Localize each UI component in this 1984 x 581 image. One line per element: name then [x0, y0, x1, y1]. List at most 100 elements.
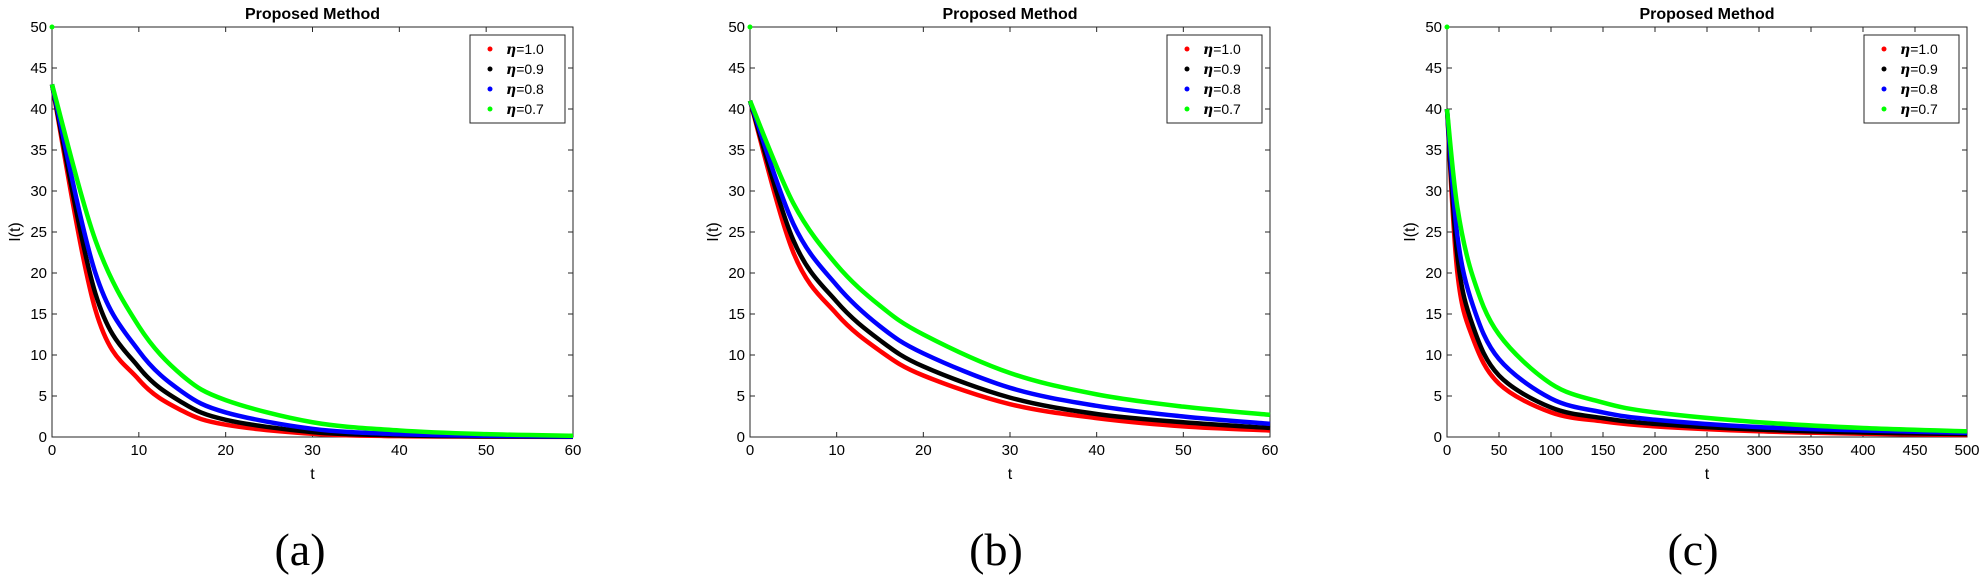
- x-tick-label: 500: [1954, 442, 1979, 459]
- x-tick-label: 40: [391, 442, 408, 459]
- legend-marker-2: [487, 66, 493, 72]
- y-tick-label: 45: [1425, 60, 1442, 77]
- panel-caption: (a): [274, 524, 325, 575]
- y-tick-label: 15: [728, 306, 745, 323]
- chart-panel-1: Proposed Method 0 10 20 30 40 50 60 0 5 10 15 20 25 30…: [7, 6, 581, 575]
- y-tick-label: 5: [737, 388, 745, 405]
- x-tick-label: 150: [1590, 442, 1615, 459]
- legend-marker-2: [1184, 66, 1190, 72]
- x-tick-label: 50: [478, 442, 495, 459]
- series-line-3: [747, 100, 1271, 427]
- initial-point-marker: [1444, 24, 1450, 30]
- chart-title: Proposed Method: [245, 6, 380, 23]
- y-tick-label: 40: [728, 101, 745, 118]
- legend-marker-1: [1881, 46, 1887, 52]
- y-tick-label: 10: [1425, 347, 1442, 364]
- x-tick-label: 50: [1175, 442, 1192, 459]
- y-tick-label: 0: [1434, 429, 1442, 446]
- x-axis-label: t: [1705, 466, 1710, 483]
- series-line-3: [1444, 108, 1968, 436]
- x-tick-label: 0: [48, 442, 56, 459]
- legend-entry-4: η=0.7: [1900, 101, 1938, 118]
- y-tick-label: 30: [30, 183, 47, 200]
- x-tick-label: 100: [1538, 442, 1563, 459]
- y-tick-label: 10: [30, 347, 47, 364]
- y-tick-label: 5: [39, 388, 47, 405]
- legend-entry-3: η=0.8: [506, 81, 544, 98]
- y-tick-label: 0: [737, 429, 745, 446]
- y-tick-label: 0: [39, 429, 47, 446]
- y-tick-label: 30: [1425, 183, 1442, 200]
- panel-caption: (b): [969, 524, 1023, 575]
- y-tick-label: 15: [1425, 306, 1442, 323]
- y-tick-label: 25: [728, 224, 745, 241]
- y-tick-label: 50: [1425, 19, 1442, 36]
- legend-marker-1: [487, 46, 493, 52]
- x-tick-label: 10: [828, 442, 845, 459]
- x-tick-label: 30: [304, 442, 321, 459]
- y-axis-label: I(t): [1402, 222, 1419, 242]
- initial-point-marker: [747, 24, 753, 30]
- chart-title: Proposed Method: [1639, 6, 1774, 23]
- legend-box: [1166, 34, 1263, 124]
- x-tick-label: 50: [1491, 442, 1508, 459]
- y-tick-label: 35: [1425, 142, 1442, 159]
- y-tick-label: 20: [30, 265, 47, 282]
- legend-entry-2: η=0.9: [1203, 61, 1241, 78]
- legend-entry-1: η=1.0: [1203, 41, 1241, 58]
- legend-entry-4: η=0.7: [506, 101, 544, 118]
- y-axis-label: I(t): [705, 222, 722, 242]
- legend: η=1.0 η=0.9 η=0.8 η=0.7: [1863, 34, 1960, 124]
- y-tick-label: 35: [728, 142, 745, 159]
- chart-title: Proposed Method: [942, 6, 1077, 23]
- x-tick-label: 40: [1088, 442, 1105, 459]
- y-tick-label: 50: [728, 19, 745, 36]
- legend-box: [1863, 34, 1960, 124]
- legend: η=1.0 η=0.9 η=0.8 η=0.7: [1166, 34, 1263, 124]
- y-tick-label: 35: [30, 142, 47, 159]
- legend-entry-2: η=0.9: [506, 61, 544, 78]
- x-tick-label: 400: [1850, 442, 1875, 459]
- x-tick-label: 300: [1746, 442, 1771, 459]
- series-line-4: [49, 83, 574, 439]
- x-tick-label: 60: [1262, 442, 1279, 459]
- x-tick-label: 20: [915, 442, 932, 459]
- legend-entry-2: η=0.9: [1900, 61, 1938, 78]
- legend-marker-2: [1881, 66, 1887, 72]
- y-tick-label: 25: [30, 224, 47, 241]
- y-tick-label: 30: [728, 183, 745, 200]
- y-tick-label: 25: [1425, 224, 1442, 241]
- x-tick-label: 60: [565, 442, 582, 459]
- legend-entry-3: η=0.8: [1203, 81, 1241, 98]
- y-tick-label: 15: [30, 306, 47, 323]
- legend-entry-4: η=0.7: [1203, 101, 1241, 118]
- series-line-4: [1444, 108, 1968, 434]
- chart-panel-2: Proposed Method 0 10 20 30 40 50 60 0 5 10 15 20 25 30…: [705, 6, 1278, 575]
- y-tick-label: 40: [1425, 101, 1442, 118]
- legend-entry-1: η=1.0: [1900, 41, 1938, 58]
- series-line-4: [747, 99, 1271, 418]
- x-tick-label: 450: [1902, 442, 1927, 459]
- legend: η=1.0 η=0.9 η=0.8 η=0.7: [469, 34, 566, 124]
- y-tick-label: 20: [728, 265, 745, 282]
- y-tick-label: 50: [30, 19, 47, 36]
- x-axis-label: t: [1008, 466, 1013, 483]
- legend-entry-3: η=0.8: [1900, 81, 1938, 98]
- legend-marker-1: [1184, 46, 1190, 52]
- legend-marker-3: [487, 86, 493, 92]
- y-tick-label: 10: [728, 347, 745, 364]
- series-line-1: [747, 100, 1271, 433]
- initial-point-marker: [49, 24, 55, 30]
- y-tick-label: 20: [1425, 265, 1442, 282]
- x-tick-label: 0: [1443, 442, 1451, 459]
- legend-marker-4: [1184, 106, 1190, 112]
- series-line-2: [747, 100, 1271, 431]
- y-axis-label: I(t): [7, 222, 24, 242]
- legend-marker-4: [1881, 106, 1887, 112]
- x-tick-label: 350: [1798, 442, 1823, 459]
- x-tick-label: 250: [1694, 442, 1719, 459]
- x-tick-label: 20: [217, 442, 234, 459]
- legend-entry-1: η=1.0: [506, 41, 544, 58]
